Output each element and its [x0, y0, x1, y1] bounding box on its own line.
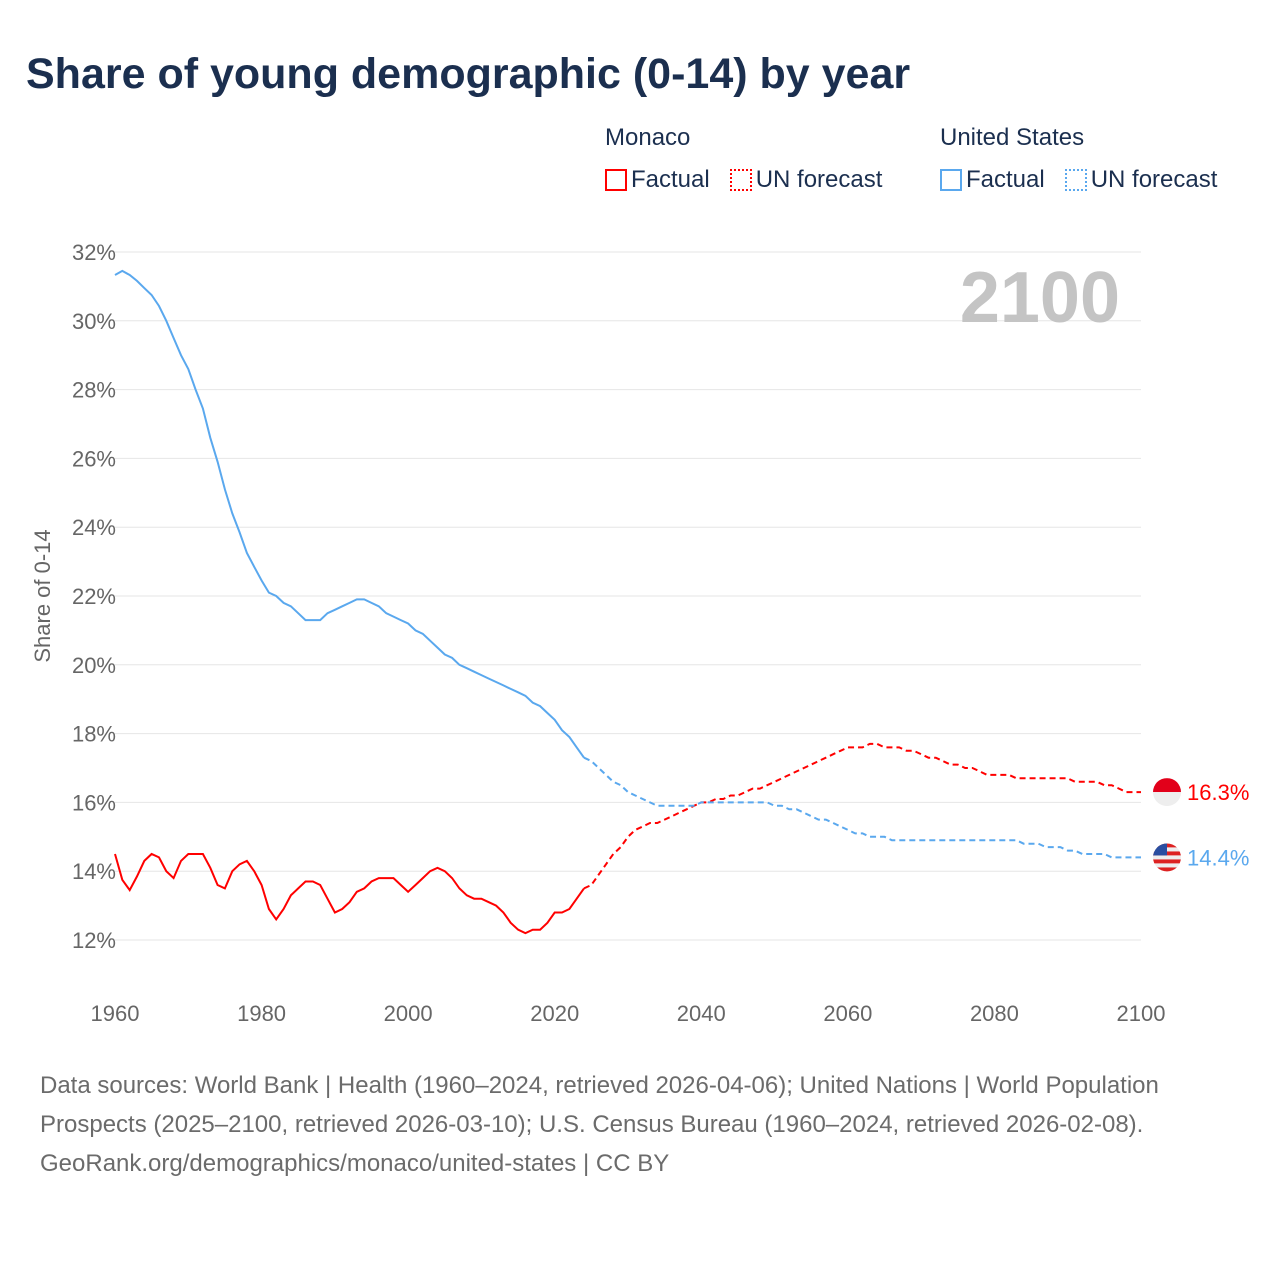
y-tick-label: 12% — [72, 928, 116, 953]
y-tick-label: 24% — [72, 515, 116, 540]
legend-group-label: Monaco — [605, 124, 691, 151]
legend-group-label: United States — [940, 124, 1085, 151]
x-tick-label: 2020 — [530, 1001, 579, 1026]
y-tick-label: 18% — [72, 722, 116, 747]
y-tick-label: 22% — [72, 584, 116, 609]
y-tick-label: 28% — [72, 378, 116, 403]
us-flag-icon — [1153, 843, 1181, 872]
legend-us-forecast[interactable]: UN forecast — [1064, 166, 1218, 194]
y-tick-label: 20% — [72, 653, 116, 678]
x-tick-label: 2000 — [384, 1001, 433, 1026]
solid-swatch-icon — [605, 169, 627, 191]
series-line-factual-0 — [114, 852, 585, 935]
legend-label: UN forecast — [1090, 166, 1218, 193]
y-tick-label: 30% — [72, 309, 116, 334]
solid-swatch-icon — [940, 169, 962, 191]
series-line-forecast-1 — [583, 756, 1141, 859]
end-value-label: 14.4% — [1187, 845, 1249, 870]
x-tick-label: 1960 — [91, 1001, 140, 1026]
dotted-swatch-icon — [729, 169, 752, 191]
legend-monaco-factual[interactable]: Factual — [605, 166, 710, 194]
sources-text: Data sources: World Bank | Health (1960–… — [40, 1072, 1159, 1138]
x-tick-label: 2060 — [823, 1001, 872, 1026]
x-tick-label: 2100 — [1117, 1001, 1166, 1026]
series-line-forecast-0 — [583, 742, 1141, 890]
monaco-flag-icon — [1153, 778, 1181, 807]
x-tick-label: 2040 — [677, 1001, 726, 1026]
legend-label: Factual — [966, 166, 1045, 193]
legend-united-states: United States Factual UN forecast — [940, 124, 1231, 194]
dotted-swatch-icon — [1064, 169, 1087, 191]
legend-monaco: Monaco Factual UN forecast — [605, 124, 896, 194]
legend-monaco-forecast[interactable]: UN forecast — [729, 166, 883, 194]
y-tick-label: 32% — [72, 240, 116, 265]
end-value-label: 16.3% — [1187, 780, 1249, 805]
legend-us-factual[interactable]: Factual — [940, 166, 1045, 194]
legend-label: Factual — [631, 166, 710, 193]
series-line-factual-1 — [114, 269, 585, 759]
x-tick-label: 2080 — [970, 1001, 1019, 1026]
y-tick-label: 14% — [72, 859, 116, 884]
sources-link[interactable]: GeoRank.org/demographics/monaco/united-s… — [40, 1150, 670, 1177]
y-axis-label: Share of 0-14 — [30, 529, 55, 662]
sources: Data sources: World Bank | Health (1960–… — [40, 1066, 1240, 1183]
chart-title: Share of young demographic (0-14) by yea… — [26, 50, 911, 98]
y-tick-label: 16% — [72, 790, 116, 815]
x-tick-label: 1980 — [237, 1001, 286, 1026]
y-tick-label: 26% — [72, 446, 116, 471]
line-chart: 12% 14% 16% 18% 20% 22% 24% 26% 28% 30% 32% 1960 198… — [30, 240, 1249, 1026]
year-watermark: 2100 — [960, 258, 1120, 338]
legend-label: UN forecast — [755, 166, 883, 193]
